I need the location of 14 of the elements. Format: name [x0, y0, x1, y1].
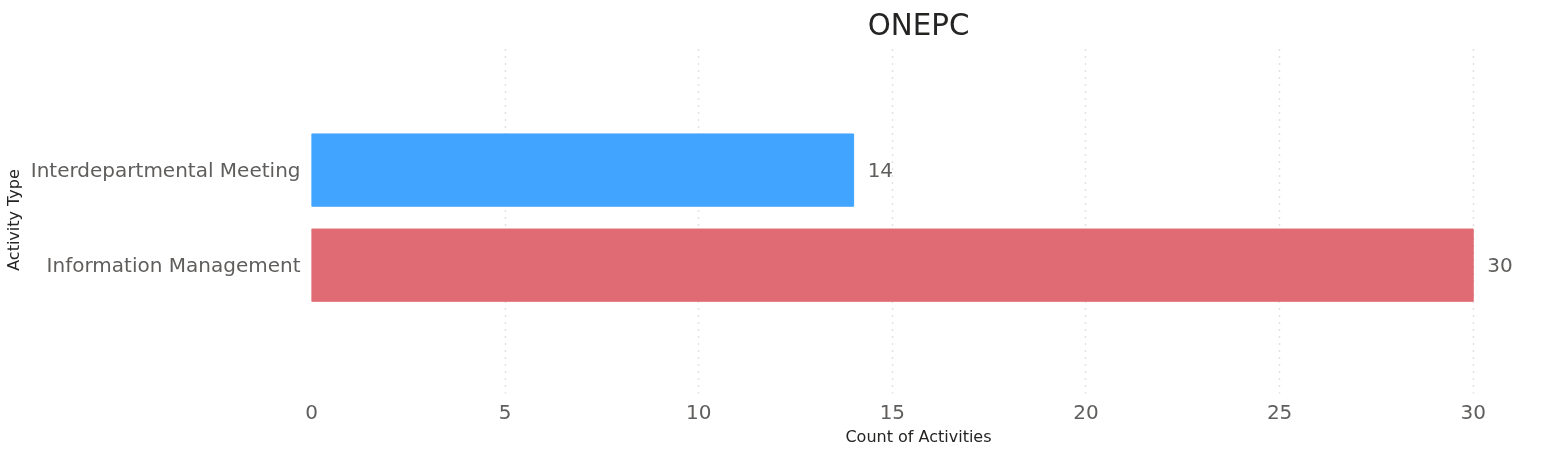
x-tick-label: 20: [1073, 399, 1099, 424]
x-tick-label: 5: [498, 399, 512, 424]
y-axis-title: Activity Type: [3, 169, 23, 271]
y-tick-label: Interdepartmental Meeting: [30, 158, 301, 183]
y-tick-label: Information Management: [46, 253, 301, 278]
data-label: 14: [867, 158, 894, 183]
x-tick-label: 30: [1460, 399, 1486, 424]
x-tick-label: 0: [305, 399, 318, 424]
chart-title: ONEPC: [867, 7, 970, 42]
x-tick-label: 25: [1266, 399, 1293, 424]
data-label: 30: [1487, 253, 1513, 278]
x-tick-label: 10: [686, 399, 712, 424]
x-axis-title: Count of Activities: [845, 426, 992, 446]
x-tick-label: 15: [879, 399, 906, 424]
